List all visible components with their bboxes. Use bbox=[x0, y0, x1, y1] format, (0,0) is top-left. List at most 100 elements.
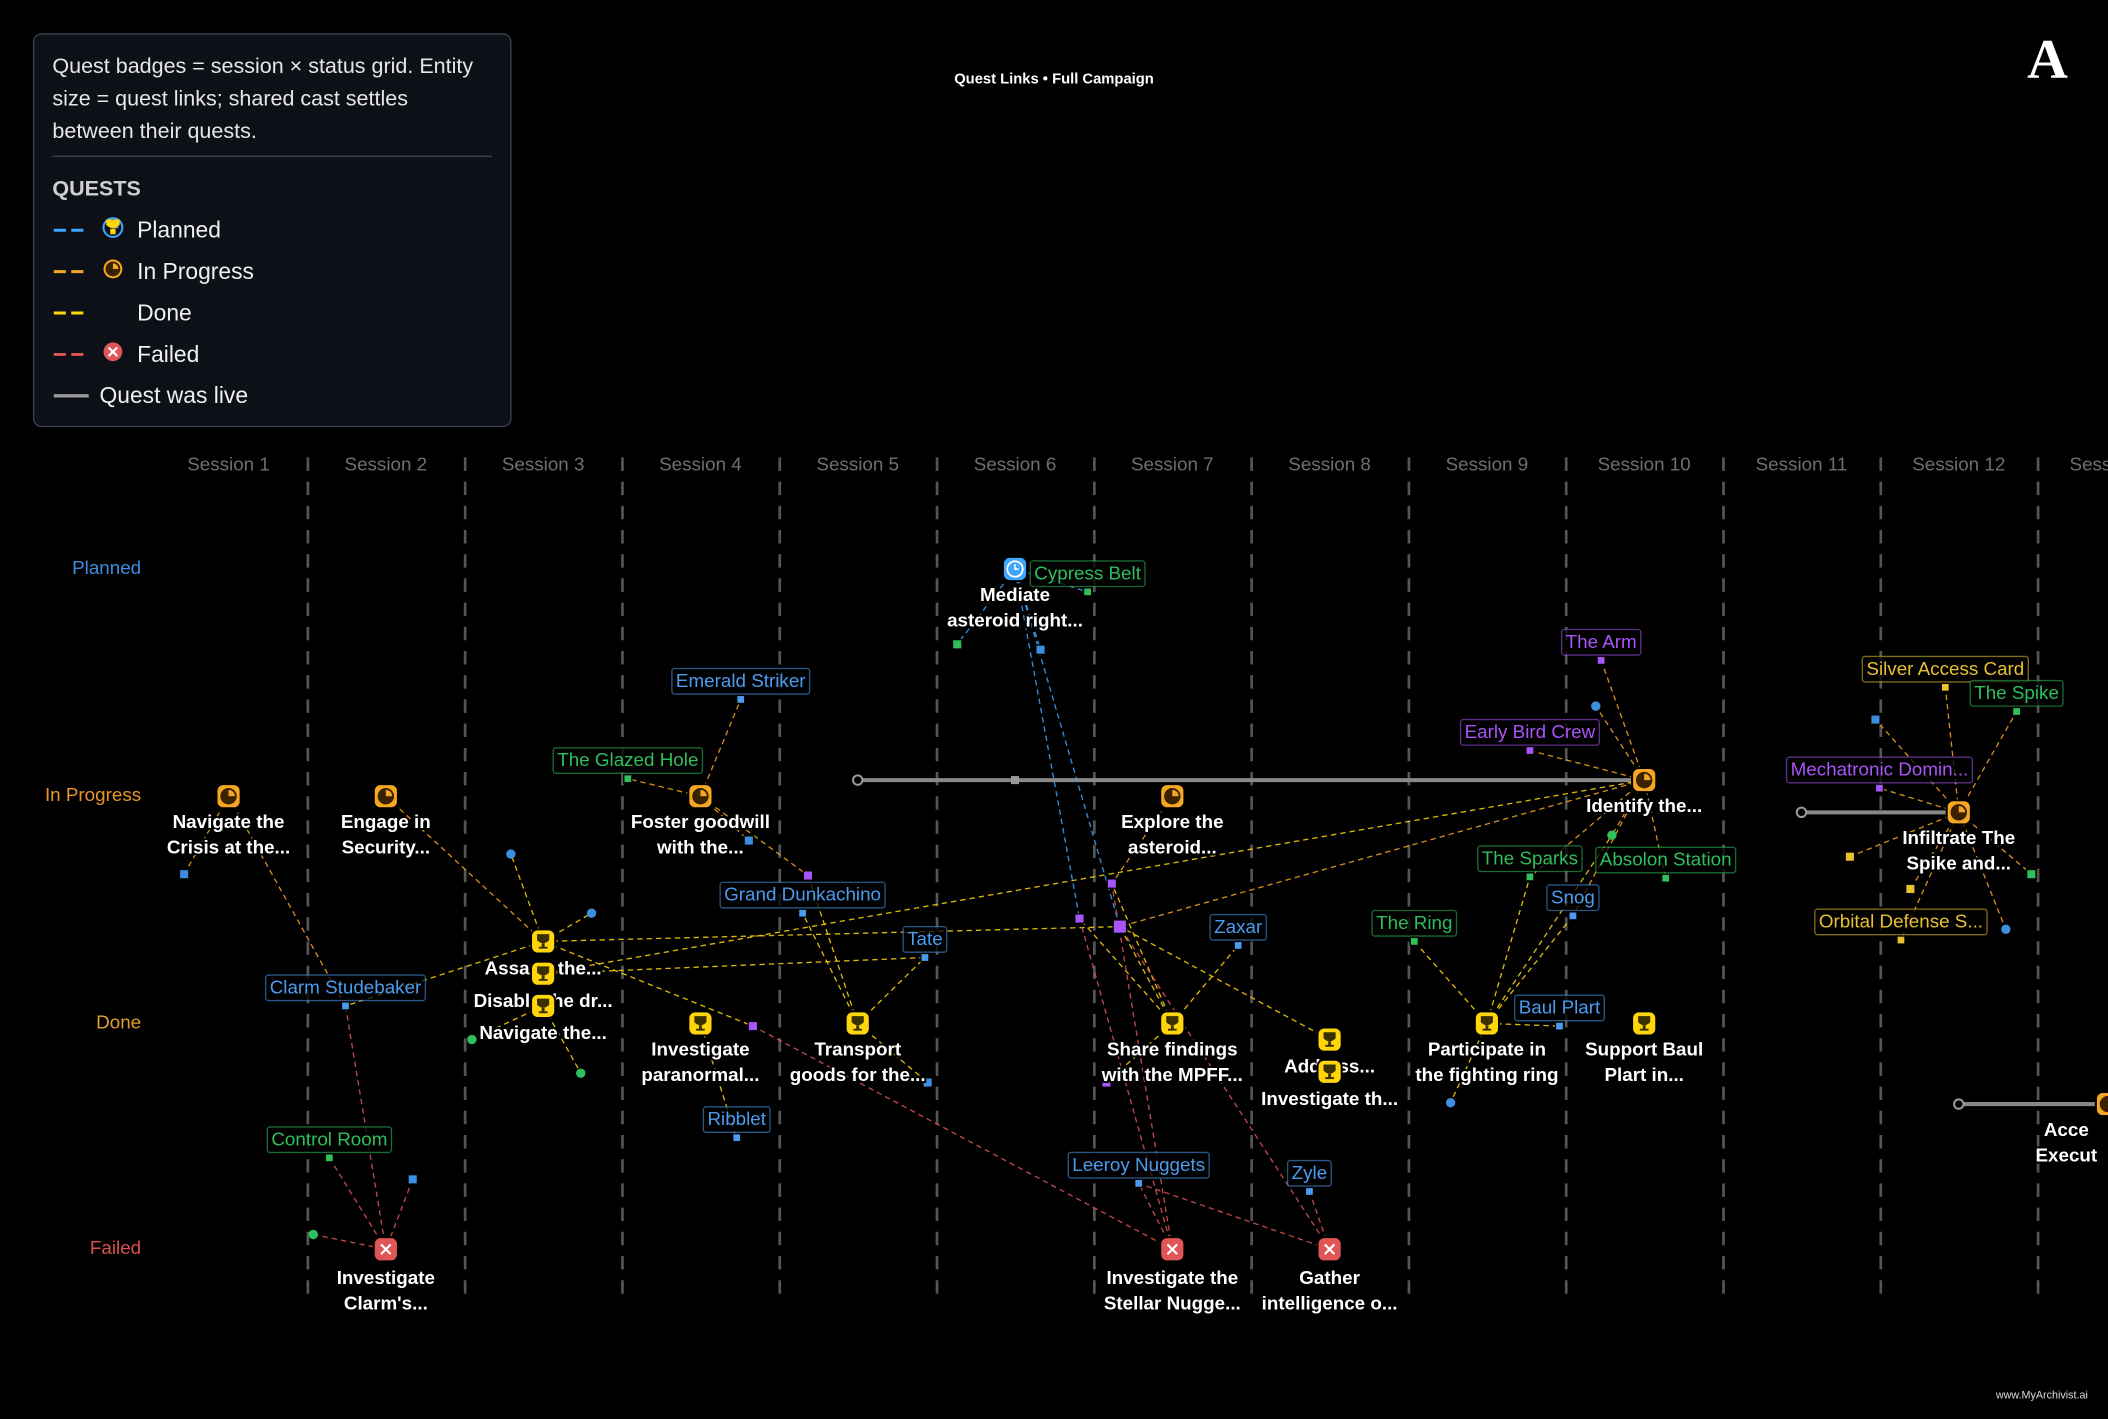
status-icon bbox=[537, 966, 550, 981]
link bbox=[1119, 926, 1331, 1250]
cast-dot bbox=[802, 870, 814, 881]
entity-box bbox=[671, 667, 811, 695]
session-label: Session 12 bbox=[1912, 453, 2005, 474]
entity-label: Silver Access Card bbox=[1866, 658, 2024, 679]
quest-label: Plart in... bbox=[1604, 1064, 1683, 1085]
cast-dot bbox=[743, 835, 755, 846]
quest-label: Investigate th... bbox=[1261, 1088, 1398, 1109]
link bbox=[1958, 811, 2032, 875]
trophy bbox=[1166, 1016, 1179, 1031]
entity-label: The Spike bbox=[1974, 682, 2059, 703]
cast-dot bbox=[1035, 644, 1046, 656]
entity-label: Control Room bbox=[271, 1128, 387, 1149]
cast-dot bbox=[1445, 1098, 1456, 1108]
entity-box bbox=[1029, 560, 1146, 588]
status-icon bbox=[1164, 788, 1181, 805]
quest-label: Security... bbox=[342, 837, 431, 858]
link bbox=[1111, 883, 1173, 1250]
session-label: Session 8 bbox=[1288, 453, 1371, 474]
link bbox=[542, 940, 754, 1027]
quest-label: Investigate bbox=[337, 1267, 435, 1288]
entity-box bbox=[1209, 913, 1267, 941]
progress-half bbox=[221, 788, 236, 804]
entity-dot bbox=[1082, 587, 1093, 597]
legend-item-label: Quest was live bbox=[99, 382, 248, 408]
status-icon bbox=[380, 1243, 392, 1255]
status-icon bbox=[692, 788, 709, 805]
entity-dot bbox=[1660, 873, 1671, 883]
link bbox=[1874, 719, 1960, 813]
quest-label: intelligence o... bbox=[1262, 1292, 1398, 1313]
link bbox=[1958, 711, 2018, 813]
status-icon bbox=[1323, 1032, 1336, 1047]
cast-dot bbox=[407, 1173, 419, 1185]
live-marker bbox=[1010, 776, 1020, 785]
cast-dot bbox=[586, 908, 597, 918]
link bbox=[1486, 834, 1613, 1024]
link bbox=[385, 1179, 414, 1250]
entity-dot bbox=[797, 908, 808, 918]
quest-label: Acce bbox=[2044, 1119, 2089, 1140]
entity: The Spike bbox=[1969, 679, 2064, 717]
progress-half bbox=[106, 262, 120, 276]
entity-box bbox=[902, 925, 948, 953]
entity-label: Tate bbox=[907, 928, 943, 949]
entity-dot bbox=[1525, 872, 1535, 882]
entity: Emerald Striker bbox=[671, 667, 811, 705]
entity-label: The Glazed Hole bbox=[557, 749, 698, 770]
link bbox=[1944, 687, 1960, 813]
legend-heading: QUESTS bbox=[52, 177, 140, 201]
quest-label: Spike and... bbox=[1906, 853, 2011, 874]
entity-label: Zaxar bbox=[1214, 916, 1262, 937]
quest-label: Mediate bbox=[980, 584, 1050, 605]
link bbox=[1849, 811, 1960, 858]
trophy bbox=[1323, 1032, 1336, 1047]
footer: www.MyArchivist.ai bbox=[1995, 1390, 2088, 1402]
cast-dot bbox=[178, 868, 190, 880]
entity-label: Leeroy Nuggets bbox=[1072, 1154, 1205, 1175]
clock-hands bbox=[1014, 564, 1019, 570]
progress-half bbox=[1165, 788, 1180, 804]
entity-box bbox=[266, 1126, 393, 1154]
link bbox=[699, 699, 742, 797]
title: Quest Links • Full Campaign bbox=[954, 72, 1154, 88]
entity-label: The Sparks bbox=[1482, 847, 1578, 868]
cross bbox=[1166, 1243, 1178, 1255]
cross bbox=[380, 1243, 392, 1255]
quest-label: Investigate bbox=[651, 1038, 749, 1059]
entity-box bbox=[264, 974, 427, 1002]
entity-label: Mechatronic Domin... bbox=[1791, 759, 1969, 780]
entity-dot bbox=[1525, 745, 1535, 756]
entity-dot bbox=[920, 952, 930, 963]
entity: Grand Dunkachino bbox=[719, 881, 886, 918]
entity-label: Zyle bbox=[1292, 1162, 1328, 1183]
quest-label: asteroid right... bbox=[947, 609, 1083, 630]
trophy bbox=[1323, 1064, 1336, 1080]
cast-dot bbox=[1844, 851, 1856, 863]
status-icon bbox=[2099, 1095, 2108, 1113]
session-label: Session 9 bbox=[1446, 453, 1529, 474]
cast-dot bbox=[467, 1034, 477, 1045]
cast-dot bbox=[1101, 1077, 1112, 1088]
trophy bbox=[537, 998, 550, 1014]
entity: Zyle bbox=[1286, 1159, 1332, 1197]
cast-dot bbox=[1591, 701, 1601, 711]
entity-box bbox=[1286, 1159, 1332, 1187]
entity: Tate bbox=[902, 925, 948, 963]
entity: Leeroy Nuggets bbox=[1067, 1151, 1210, 1189]
legend-item-label: In Progress bbox=[137, 258, 254, 284]
legend-description: between their quests. bbox=[52, 119, 256, 143]
status-row-label: Failed bbox=[90, 1237, 141, 1258]
entity-dot bbox=[1304, 1186, 1315, 1197]
link bbox=[543, 779, 1645, 975]
quest-label: Infiltrate The bbox=[1902, 827, 2015, 848]
cast-dot bbox=[2025, 868, 2037, 880]
session-label: Session 13 bbox=[2070, 453, 2108, 474]
entity-dot bbox=[1596, 655, 1606, 666]
link bbox=[510, 853, 544, 942]
status-icon bbox=[107, 346, 118, 357]
entity-box bbox=[1459, 718, 1600, 746]
quest-label: Crisis at the... bbox=[167, 837, 290, 858]
entity-label: Emerald Striker bbox=[676, 670, 806, 691]
status-icon bbox=[1638, 1016, 1651, 1031]
